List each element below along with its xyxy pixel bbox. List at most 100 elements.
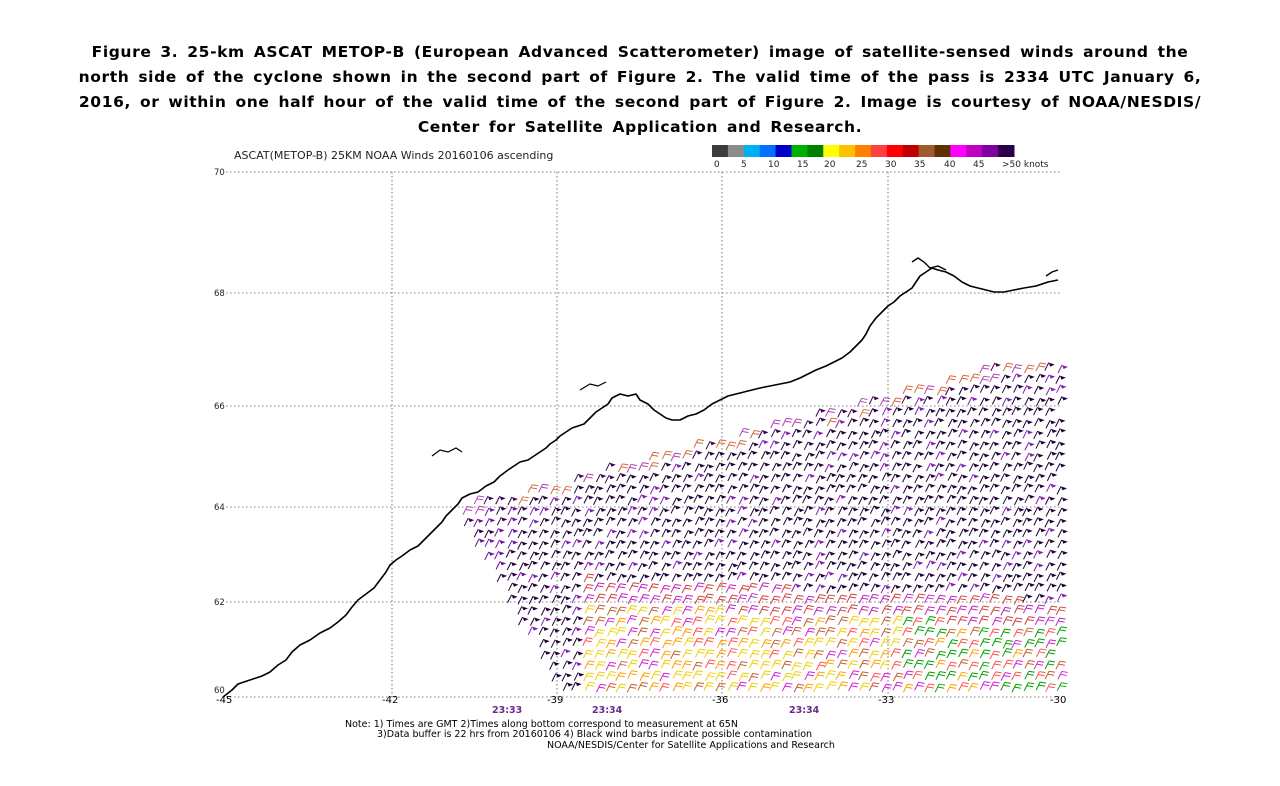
wind-barb (1001, 539, 1013, 549)
wind-barb (803, 617, 814, 627)
wind-barb (1022, 507, 1033, 517)
wind-barb (824, 518, 836, 528)
wind-barb (891, 660, 902, 670)
wind-barb (967, 682, 979, 692)
wind-barb (682, 450, 693, 459)
longitude-label: -30 (1050, 695, 1066, 706)
wind-barb (1055, 660, 1066, 670)
wind-barb (1033, 563, 1044, 572)
wind-barb (837, 616, 849, 626)
wind-barb (859, 582, 870, 591)
wind-barb (649, 648, 661, 658)
latitude-label: 68 (214, 289, 225, 299)
wind-barb (560, 585, 572, 594)
colorbar-swatch (934, 145, 951, 157)
wind-barb (595, 507, 607, 517)
wind-barb (870, 552, 882, 561)
wind-barb (979, 397, 991, 406)
wind-barb (791, 626, 802, 636)
wind-barb (802, 517, 814, 527)
wind-barb (1001, 430, 1013, 440)
wind-barb (1046, 428, 1058, 438)
wind-barb (1057, 497, 1068, 506)
wind-barb (901, 428, 912, 438)
wind-barb (946, 595, 958, 605)
wind-barb (725, 604, 737, 614)
wind-barb (967, 616, 978, 626)
wind-barb (1011, 396, 1022, 405)
wind-barb (551, 673, 562, 682)
wind-barb (792, 573, 803, 582)
wind-barb (1035, 495, 1046, 505)
wind-barb (935, 671, 947, 680)
wind-barb (595, 683, 607, 693)
wind-barb (639, 574, 650, 583)
wind-barb (979, 453, 990, 462)
wind-barb (1057, 507, 1068, 517)
wind-barb (825, 637, 837, 646)
wind-barb (793, 683, 805, 693)
wind-barb (582, 527, 593, 537)
wind-barb (902, 659, 914, 668)
wind-barb (518, 562, 530, 571)
wind-barb (683, 506, 695, 515)
wind-barb (529, 507, 540, 516)
wind-barb (1033, 660, 1045, 670)
wind-barb (507, 572, 518, 581)
wind-barb (956, 450, 968, 459)
wind-barb (1046, 583, 1057, 592)
wind-barb (803, 462, 815, 471)
wind-barb (758, 507, 769, 517)
wind-barb (693, 582, 705, 592)
wind-barb (637, 506, 648, 516)
wind-barb (813, 528, 825, 538)
wind-barb (551, 549, 562, 559)
wind-barb (582, 616, 594, 626)
wind-barb (703, 627, 714, 637)
wind-barb (637, 494, 648, 503)
wind-barb (903, 670, 914, 680)
wind-barb (594, 616, 606, 626)
colorbar-swatch (743, 145, 761, 157)
wind-barb (1044, 397, 1056, 406)
wind-barb (593, 573, 605, 582)
wind-barb (1056, 518, 1067, 528)
wind-barb (747, 593, 759, 602)
wind-barb (527, 582, 539, 592)
wind-barb (714, 615, 726, 624)
wind-barb (1055, 617, 1066, 627)
wind-barb (936, 430, 947, 439)
wind-barb (1014, 604, 1025, 614)
wind-barb (638, 617, 650, 626)
wind-barb (1045, 628, 1056, 637)
wind-barb (770, 473, 782, 482)
wind-barb (870, 450, 881, 459)
wind-barb (836, 639, 848, 648)
wind-barb (989, 650, 1001, 660)
wind-barb (792, 439, 804, 449)
wind-barb (540, 650, 551, 660)
wind-barb (859, 682, 870, 691)
wind-barb (1056, 486, 1068, 495)
wind-barb (583, 473, 594, 483)
wind-barb (891, 450, 903, 460)
wind-barb (1011, 440, 1023, 450)
wind-barb (945, 386, 956, 396)
wind-barb (815, 519, 827, 528)
wind-barb (1002, 397, 1013, 406)
colorbar-swatch (982, 145, 999, 157)
wind-barb (661, 518, 673, 527)
wind-barb (956, 550, 967, 559)
wind-barb (1002, 495, 1014, 505)
wind-barb (517, 551, 528, 560)
wind-barb (869, 637, 880, 647)
wind-barb (836, 517, 848, 527)
wind-barb (682, 518, 693, 527)
wind-barb (1045, 387, 1057, 396)
wind-barb (945, 582, 957, 591)
wind-barb (791, 453, 803, 462)
wind-barb (585, 484, 596, 494)
wind-barb (914, 451, 925, 461)
wind-barb (858, 539, 870, 548)
wind-barb (967, 572, 979, 582)
